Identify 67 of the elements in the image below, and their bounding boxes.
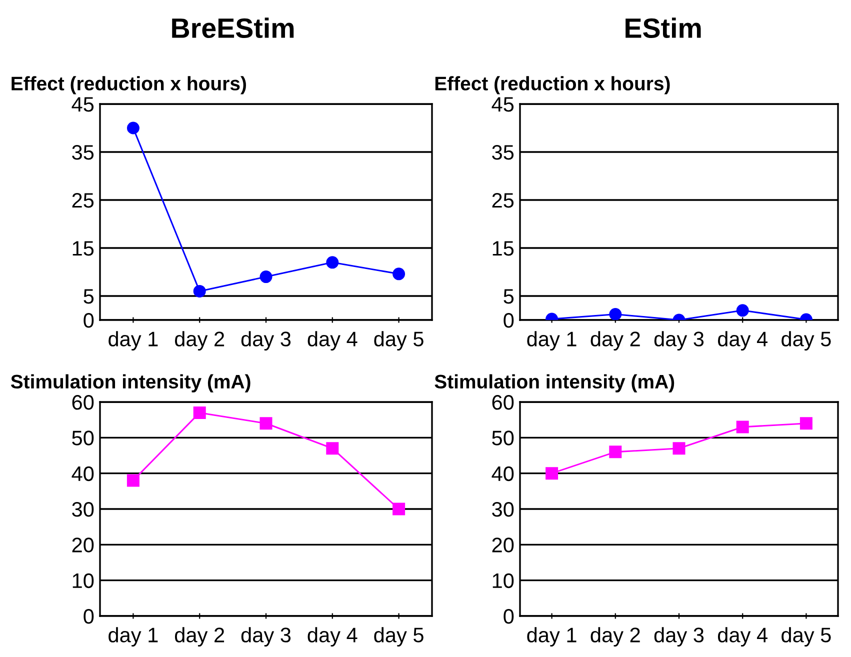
y-tick-label: 0 xyxy=(84,313,94,328)
x-tick-label: day 5 xyxy=(782,627,831,647)
y-axis-title: Stimulation intensity (mA) xyxy=(434,374,674,392)
x-tick-label: day 5 xyxy=(782,331,831,351)
y-tick-label: 50 xyxy=(72,430,94,446)
point xyxy=(800,417,812,430)
x-tick-label: day 4 xyxy=(718,331,768,351)
y-tick-label: 20 xyxy=(72,538,94,552)
y-tick-label: 35 xyxy=(72,145,94,160)
x-tick-label: day 4 xyxy=(718,627,768,647)
x-tick-label: day 2 xyxy=(174,331,224,351)
y-tick-label: 25 xyxy=(72,193,94,208)
x-tick-label: day 2 xyxy=(590,331,640,351)
y-tick-label: 15 xyxy=(72,241,94,256)
x-tick-label: day 1 xyxy=(527,627,576,647)
y-tick-label: 0 xyxy=(84,609,94,624)
y-tick-label: 40 xyxy=(72,466,94,482)
x-tick-label: day 1 xyxy=(527,331,576,351)
y-axis-title: Effect (reduction x hours) xyxy=(435,76,670,94)
y-axis-title: Stimulation intensity (mA) xyxy=(10,374,250,392)
y-tick-label: 30 xyxy=(72,502,94,517)
point xyxy=(672,442,686,455)
x-tick-label: day 3 xyxy=(654,331,704,351)
point xyxy=(546,467,558,480)
x-tick-label: day 3 xyxy=(241,627,291,647)
x-tick-label: day 3 xyxy=(654,627,704,647)
y-tick-label: 10 xyxy=(72,573,94,588)
x-tick-label: day 4 xyxy=(308,331,358,351)
point xyxy=(392,268,406,280)
y-tick-label: 60 xyxy=(492,395,514,410)
x-tick-label: day 2 xyxy=(590,627,640,647)
y-tick-label: 25 xyxy=(492,193,514,208)
point xyxy=(326,442,339,455)
y-tick-label: 40 xyxy=(492,466,514,482)
y-tick-label: 5 xyxy=(84,289,94,304)
point xyxy=(392,502,406,516)
point xyxy=(260,270,272,284)
y-tick-label: 0 xyxy=(504,609,514,624)
y-tick-label: 35 xyxy=(492,145,514,160)
point xyxy=(193,406,206,419)
y-tick-label: 20 xyxy=(492,538,514,552)
x-tick-label: day 1 xyxy=(108,627,158,647)
y-tick-label: 45 xyxy=(72,97,94,112)
point xyxy=(126,474,140,487)
x-tick-label: day 2 xyxy=(174,627,224,647)
chart-title: EStim xyxy=(626,18,701,38)
y-tick-label: 45 xyxy=(492,97,514,112)
point xyxy=(260,417,272,430)
y-tick-label: 5 xyxy=(504,289,514,304)
y-axis-title: Effect (reduction x hours) xyxy=(12,76,246,94)
y-tick-label: 50 xyxy=(492,430,514,446)
y-tick-label: 30 xyxy=(492,502,514,517)
x-tick-label: day 5 xyxy=(374,627,424,647)
chart-title: BreEStim xyxy=(172,18,294,38)
point xyxy=(326,256,339,269)
point xyxy=(736,420,749,434)
x-tick-label: day 1 xyxy=(108,331,158,351)
y-tick-label: 0 xyxy=(504,313,514,328)
y-tick-label: 15 xyxy=(492,241,514,256)
x-tick-label: day 3 xyxy=(241,331,291,351)
point xyxy=(609,446,622,458)
x-tick-label: day 5 xyxy=(374,331,424,351)
x-tick-label: day 4 xyxy=(308,627,358,647)
y-tick-label: 60 xyxy=(72,395,94,410)
y-tick-label: 10 xyxy=(492,573,514,588)
point xyxy=(193,284,206,298)
point xyxy=(126,122,140,134)
